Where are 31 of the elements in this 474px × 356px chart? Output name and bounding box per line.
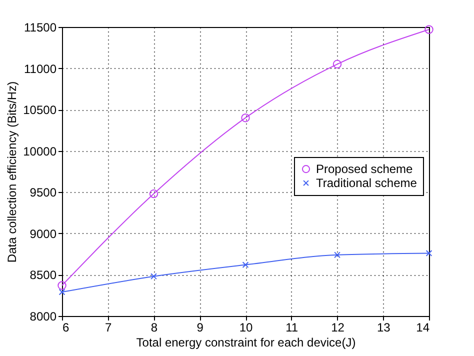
x-tick-label: 8 xyxy=(150,320,158,334)
y-tick-label: 9000 xyxy=(30,226,57,241)
x-tick-label: 12 xyxy=(331,320,345,334)
point xyxy=(58,288,66,296)
y-tick-label: 8500 xyxy=(30,268,57,282)
point xyxy=(241,113,250,122)
x-tick-label: 7 xyxy=(105,320,112,334)
point xyxy=(426,250,432,256)
point xyxy=(332,60,342,69)
legend-label: Proposed scheme xyxy=(316,162,414,176)
x-tick-label: 9 xyxy=(196,320,204,334)
x-tick-label: 10 xyxy=(239,320,253,334)
x-tick-label: 11 xyxy=(286,320,298,334)
x-axis-title: Total energy constraint for each device(J) xyxy=(136,336,356,350)
point xyxy=(334,252,340,258)
y-tick-label: 10000 xyxy=(23,144,57,158)
x-tick-label: 13 xyxy=(376,320,391,334)
y-tick-label: 11500 xyxy=(24,20,57,34)
x-tick-label: 6 xyxy=(62,320,70,334)
x-tick-label: 14 xyxy=(416,320,430,334)
y-tick-label: 10500 xyxy=(23,103,57,118)
point xyxy=(150,273,157,280)
y-axis-title: Data collection efficiency (Bits/Hz) xyxy=(5,81,20,263)
legend-label: Traditional scheme xyxy=(316,176,418,190)
point xyxy=(242,262,249,268)
point xyxy=(424,25,434,34)
point xyxy=(149,189,158,198)
y-tick-label: 11000 xyxy=(24,62,57,76)
y-tick-label: 8000 xyxy=(30,310,57,324)
point xyxy=(58,281,66,290)
y-tick-label: 9500 xyxy=(30,186,57,200)
